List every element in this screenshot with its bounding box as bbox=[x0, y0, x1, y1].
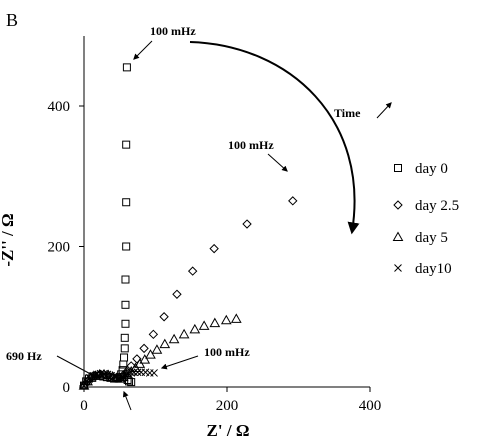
data-marks bbox=[78, 63, 298, 391]
annotation-arrow-690hz bbox=[56, 355, 100, 379]
data-point bbox=[127, 378, 136, 387]
data-point bbox=[130, 368, 138, 377]
annotation-100mhz-day25: 100 mHz bbox=[228, 138, 274, 152]
panel-label: B bbox=[6, 10, 18, 30]
axis-ticks: 0 200 400 0 200 400 bbox=[48, 99, 382, 414]
annotation-100mhz-day0: 100 mHz bbox=[150, 24, 196, 38]
data-point bbox=[122, 242, 131, 251]
data-point bbox=[122, 198, 131, 207]
data-point bbox=[133, 368, 142, 377]
series-day-2-5 bbox=[79, 196, 298, 391]
annotations: 100 mHz 100 mHz 100 mHz 690 Hz Time bbox=[6, 24, 392, 411]
data-point bbox=[172, 289, 182, 299]
data-point bbox=[120, 344, 129, 353]
annotation-690hz: 690 Hz bbox=[6, 349, 42, 363]
series-day-0 bbox=[80, 63, 136, 390]
x-tick-label: 400 bbox=[359, 398, 382, 414]
data-point bbox=[288, 196, 298, 206]
series-day10 bbox=[80, 368, 158, 390]
data-point bbox=[198, 320, 210, 330]
data-point bbox=[159, 338, 171, 349]
y-axis-title: -Z'' / Ω bbox=[0, 213, 17, 266]
annotation-arrow-day25 bbox=[267, 153, 288, 172]
x-tick-label: 0 bbox=[80, 398, 88, 414]
data-point bbox=[187, 266, 198, 276]
data-point bbox=[148, 329, 159, 340]
data-point bbox=[139, 343, 149, 354]
data-point bbox=[121, 275, 130, 284]
annotation-arrow-day0 bbox=[133, 40, 153, 60]
y-tick-label: 400 bbox=[48, 99, 71, 115]
annotation-arrow-day5 bbox=[160, 355, 199, 370]
data-point bbox=[121, 300, 130, 309]
data-point bbox=[122, 63, 131, 72]
data-point bbox=[132, 354, 142, 364]
legend-label: day10 bbox=[415, 261, 452, 277]
legend-marker bbox=[393, 200, 403, 210]
legend-label: day 5 bbox=[415, 230, 448, 246]
data-point bbox=[120, 333, 129, 342]
legend-marker bbox=[394, 264, 402, 272]
data-point bbox=[127, 369, 136, 377]
data-point bbox=[220, 314, 232, 325]
data-point bbox=[145, 349, 156, 359]
annotation-time: Time bbox=[334, 106, 361, 120]
data-point bbox=[114, 374, 123, 383]
data-point bbox=[124, 369, 133, 378]
legend-marker bbox=[394, 164, 402, 172]
legend: day 0 day 2.5 day 5 day10 bbox=[392, 161, 459, 277]
data-point bbox=[230, 313, 242, 323]
y-tick-label: 0 bbox=[63, 380, 71, 396]
time-arrow-curve bbox=[189, 41, 360, 235]
data-point bbox=[168, 333, 180, 344]
x-axis-title: Z' / Ω bbox=[207, 421, 250, 439]
legend-label: day 2.5 bbox=[415, 198, 459, 214]
data-point bbox=[150, 369, 158, 377]
data-point bbox=[120, 353, 129, 362]
data-point bbox=[122, 140, 131, 149]
x-tick-label: 200 bbox=[216, 398, 239, 414]
data-point bbox=[139, 354, 151, 364]
annotation-arrow-bottom bbox=[122, 390, 132, 411]
data-point bbox=[159, 312, 169, 322]
data-point bbox=[80, 381, 88, 390]
data-point bbox=[151, 344, 163, 354]
legend-label: day 0 bbox=[415, 161, 448, 177]
data-point bbox=[209, 243, 219, 254]
annotation-100mhz-day5: 100 mHz bbox=[204, 345, 250, 359]
data-point bbox=[178, 328, 190, 339]
y-tick-label: 200 bbox=[48, 240, 71, 256]
data-point bbox=[85, 374, 94, 382]
data-point bbox=[121, 319, 130, 328]
data-point bbox=[117, 374, 126, 383]
data-point bbox=[242, 219, 252, 229]
data-point bbox=[189, 323, 201, 334]
data-point bbox=[209, 317, 221, 328]
annotation-time-arrow bbox=[376, 102, 392, 119]
legend-marker bbox=[392, 231, 404, 241]
